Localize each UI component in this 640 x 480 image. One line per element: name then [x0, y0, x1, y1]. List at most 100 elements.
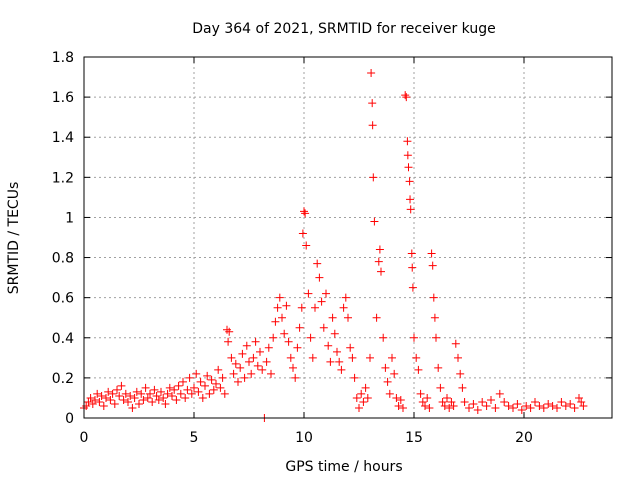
- data-point-plus: [460, 397, 469, 406]
- data-point-plus: [344, 313, 352, 322]
- data-point-plus: [403, 137, 412, 146]
- data-point-plus: [234, 377, 242, 386]
- data-point-plus: [535, 401, 544, 410]
- data-point-plus: [172, 395, 181, 404]
- data-point-plus: [407, 249, 416, 258]
- data-point-plus: [249, 353, 258, 362]
- data-point-plus: [399, 403, 407, 412]
- data-point-plus: [143, 393, 152, 402]
- data-point-plus: [220, 389, 229, 398]
- data-point-plus: [236, 363, 245, 372]
- data-point-plus: [218, 373, 227, 382]
- data-point-plus: [139, 395, 148, 404]
- data-point-plus: [355, 403, 363, 412]
- data-point-plus: [454, 353, 462, 362]
- data-point-plus: [404, 163, 413, 172]
- data-point-plus: [253, 361, 262, 370]
- data-point-plus: [242, 341, 251, 350]
- data-point-plus: [306, 333, 315, 342]
- data-point-plus: [176, 389, 185, 398]
- y-tick-label: 0.2: [52, 371, 74, 387]
- data-point-plus: [517, 405, 526, 414]
- axis-ticks: 0 0.2 0.4 0.6 0.8 1 1.2 1.4 1.6 1.8 0 5 10 15 20: [52, 50, 612, 446]
- data-point-plus: [388, 353, 396, 362]
- data-point-plus: [113, 385, 121, 394]
- data-point-plus: [229, 369, 238, 378]
- data-point-plus: [150, 385, 159, 394]
- data-point-plus: [445, 403, 454, 412]
- y-tick-label: 1.6: [52, 90, 74, 106]
- data-point-plus: [322, 289, 330, 298]
- data-point-plus: [304, 289, 313, 298]
- data-point-plus: [566, 399, 575, 408]
- data-point-plus: [273, 303, 282, 312]
- data-point-plus: [416, 389, 425, 398]
- grid-lines: [84, 57, 612, 418]
- data-point-plus: [375, 245, 384, 254]
- data-point-plus: [205, 389, 214, 398]
- data-point-plus: [381, 363, 390, 372]
- data-point-plus: [181, 393, 190, 402]
- data-point-plus: [372, 313, 381, 322]
- data-point-plus: [104, 387, 113, 396]
- data-point-plus: [451, 339, 460, 348]
- x-tick-label: 0: [80, 430, 89, 446]
- data-point-plus: [154, 395, 163, 404]
- data-point-plus: [247, 369, 256, 378]
- data-point-plus: [282, 301, 291, 310]
- data-point-plus: [352, 393, 361, 402]
- data-point-plus: [119, 395, 128, 404]
- data-point-plus: [163, 389, 172, 398]
- data-point-plus: [500, 397, 509, 406]
- data-point-plus: [539, 403, 548, 412]
- y-tick-label: 0: [65, 411, 74, 427]
- x-tick-label: 10: [295, 430, 313, 446]
- data-point-plus: [405, 177, 414, 186]
- data-point-plus: [561, 401, 570, 410]
- data-point-plus: [337, 365, 346, 374]
- data-point-plus: [346, 343, 355, 352]
- data-point-plus: [295, 323, 304, 332]
- data-point-plus: [425, 403, 434, 412]
- y-tick-label: 1.8: [52, 50, 74, 66]
- data-point-plus: [157, 387, 165, 396]
- y-tick-label: 1.2: [52, 170, 74, 186]
- data-point-plus: [403, 151, 412, 160]
- data-point-plus: [330, 329, 339, 338]
- data-point-plus: [194, 387, 203, 396]
- data-point-plus: [124, 397, 132, 406]
- data-point-plus: [298, 229, 307, 238]
- data-point-plus: [418, 397, 427, 406]
- data-point-plus: [396, 395, 405, 404]
- data-point-plus: [102, 393, 110, 402]
- data-point-plus: [179, 377, 187, 386]
- data-point-plus: [190, 383, 198, 392]
- data-point-plus: [291, 373, 300, 382]
- data-point-plus: [201, 381, 209, 390]
- data-points: [80, 69, 588, 422]
- data-point-plus: [313, 259, 322, 268]
- data-point-plus: [335, 357, 344, 366]
- data-point-plus: [185, 373, 194, 382]
- data-point-plus: [473, 405, 482, 414]
- data-point-plus: [280, 329, 289, 338]
- data-point-plus: [368, 121, 377, 130]
- data-point-plus: [328, 313, 337, 322]
- data-point-plus: [196, 377, 205, 386]
- x-tick-label: 5: [190, 430, 199, 446]
- data-point-plus: [223, 325, 231, 334]
- data-point-plus: [432, 333, 440, 342]
- data-point-plus: [227, 353, 236, 362]
- data-point-plus: [302, 241, 311, 250]
- data-point-plus: [264, 343, 273, 352]
- data-point-plus: [198, 393, 207, 402]
- data-point-plus: [152, 391, 161, 400]
- data-point-plus: [130, 393, 139, 402]
- data-point-plus: [390, 369, 399, 378]
- plot-frame: [83, 56, 613, 419]
- data-point-plus: [258, 365, 267, 374]
- data-point-plus: [348, 353, 357, 362]
- data-point-plus: [412, 353, 421, 362]
- data-point-plus: [458, 383, 467, 392]
